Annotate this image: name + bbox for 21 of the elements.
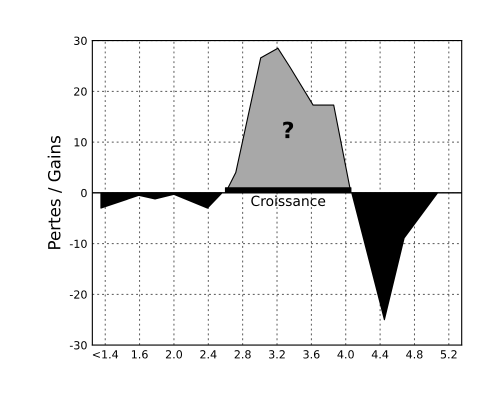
x-tick-label: 3.2 xyxy=(269,350,285,359)
x-tick-label: 4.0 xyxy=(337,350,354,359)
y-tick-label: 0 xyxy=(81,188,87,198)
x-tick-label: 1.6 xyxy=(132,350,148,359)
y-tick-label: 30 xyxy=(74,36,87,45)
y-tick-label: 10 xyxy=(74,138,87,146)
x-tick-label: 2.8 xyxy=(234,350,251,359)
annotation: ? xyxy=(283,122,294,138)
x-tick-label: 4.4 xyxy=(372,350,388,358)
y-axis-title: Pertes / Gains xyxy=(48,136,62,249)
x-tick-label: 2.4 xyxy=(200,350,217,358)
x-tick-label: 5.2 xyxy=(440,350,457,359)
series-label: Croissance xyxy=(251,195,326,206)
y-tick-label: -20 xyxy=(70,290,87,299)
y-tick-label: -10 xyxy=(70,240,87,248)
x-tick-label: 2.0 xyxy=(166,350,182,359)
x-tick-label: <1.4 xyxy=(92,350,118,358)
x-tick-label: 4.8 xyxy=(406,350,423,359)
y-tick-label: 20 xyxy=(74,87,87,96)
y-tick-label: -30 xyxy=(70,341,87,350)
x-tick-label: 3.6 xyxy=(303,350,320,359)
